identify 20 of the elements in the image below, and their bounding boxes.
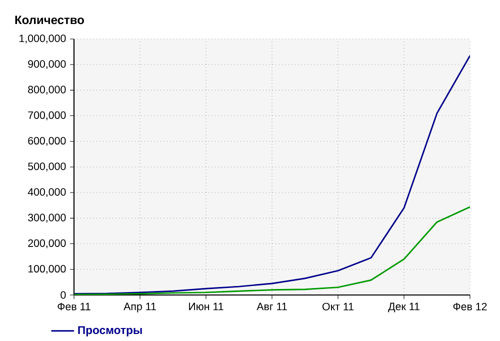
y-tick-label: 900,000 — [28, 60, 66, 70]
y-tick-label: 800,000 — [28, 86, 66, 95]
y-tick-label: 600,000 — [28, 137, 66, 146]
y-axis-title: Количество — [15, 16, 84, 24]
x-tick-label: Июн 11 — [189, 302, 224, 310]
x-tick-label: Авг 11 — [256, 302, 287, 310]
y-tick-label: 400,000 — [28, 188, 66, 198]
y-tick-label: 200,000 — [28, 239, 66, 248]
y-tick-label: 1,000,000 — [20, 34, 66, 44]
y-tick-label: 0 — [60, 291, 66, 299]
x-tick-label: Дек 11 — [388, 302, 420, 312]
x-tick-label: Фев 11 — [58, 302, 90, 310]
y-tick-label: 700,000 — [28, 111, 66, 120]
y-tick-label: 500,000 — [28, 162, 66, 172]
y-tick-label: 300,000 — [28, 214, 66, 223]
x-tick-label: Фев 12 — [453, 302, 487, 310]
x-tick-label: Окт 11 — [322, 302, 354, 310]
legend-label: Просмотры — [78, 326, 142, 336]
x-tick-label: Апр 11 — [124, 302, 156, 312]
y-tick-label: 100,000 — [28, 265, 66, 274]
